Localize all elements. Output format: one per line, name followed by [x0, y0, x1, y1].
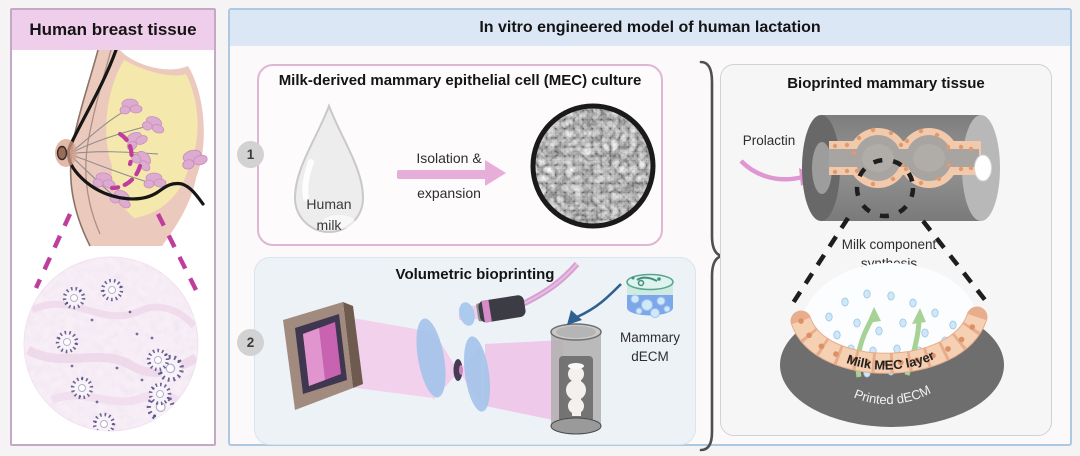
resin-vial [550, 323, 602, 435]
step-1-badge: 1 [237, 141, 264, 168]
left-panel-header: Human breast tissue [12, 10, 214, 50]
decm-label-line2: dECM [631, 349, 669, 364]
tissue-cylinder [802, 115, 1000, 221]
breast-histology-micrograph [23, 256, 199, 432]
left-panel-title: Human breast tissue [29, 20, 197, 39]
milk-droplets [825, 289, 957, 378]
volumetric-bioprinting-panel: Volumetric bioprinting [254, 257, 696, 445]
decm-label: Mammary dECM [607, 328, 693, 366]
prolactin-label: Prolactin [742, 133, 796, 148]
step-2-badge: 2 [237, 329, 264, 356]
isolation-arrow [397, 170, 487, 179]
right-panel-title: In vitro engineered model of human lacta… [479, 19, 821, 36]
bioprinted-tissue-panel: Bioprinted mammary tissue Prolactin Milk… [720, 64, 1052, 436]
in-vitro-model-panel: In vitro engineered model of human lacta… [228, 8, 1072, 452]
zoom-dashed-marks [791, 157, 991, 307]
mec-culture-title: Milk-derived mammary epithelial cell (ME… [278, 72, 642, 89]
bioprinted-tissue-title: Bioprinted mammary tissue [787, 75, 985, 92]
milk-drop-label-line1: Human [306, 196, 352, 212]
laser-beams [341, 302, 563, 422]
isolation-arrow-head [485, 160, 506, 186]
breast-profile-drawing [55, 50, 209, 247]
milk-drop-icon [293, 103, 365, 233]
isolation-label-line1: Isolation & [416, 150, 482, 166]
mammary-decm-icon [626, 273, 674, 318]
decm-pour-arrow [567, 283, 622, 325]
synthesis-label-line1: Milk component [841, 237, 937, 252]
isolation-label-line2: expansion [417, 185, 481, 201]
zoom-dashed-lines [34, 213, 198, 291]
mec-culture-micrograph [530, 103, 656, 229]
mec-nuclei [832, 127, 974, 187]
human-breast-tissue-panel: Human breast tissue [10, 8, 216, 446]
step-1-number: 1 [246, 147, 255, 162]
dmd-projector [283, 302, 363, 410]
breast-anatomy-illustration [23, 50, 209, 432]
step-2-number: 2 [246, 335, 255, 350]
milk-drop-label: Human milk [287, 194, 371, 236]
right-panel-header: In vitro engineered model of human lacta… [230, 10, 1070, 46]
lens-optics [416, 302, 491, 412]
alveolus-cross-section: Milk MEC layer Printed dECM [780, 263, 1004, 427]
zoom-region-dashed-arcs [109, 131, 143, 191]
milk-drop-label-line2: milk [316, 217, 342, 233]
mec-culture-panel: Milk-derived mammary epithelial cell (ME… [257, 64, 663, 246]
bioprinting-title: Volumetric bioprinting [395, 266, 555, 283]
volumetric-printer-illustration [283, 262, 674, 435]
fiber-coupler [476, 262, 580, 323]
milk-mec-layer [790, 306, 988, 374]
bioprinted-construct-illustration: Milk MEC layer Printed dECM [739, 115, 1004, 427]
decm-label-line1: Mammary [620, 330, 680, 345]
